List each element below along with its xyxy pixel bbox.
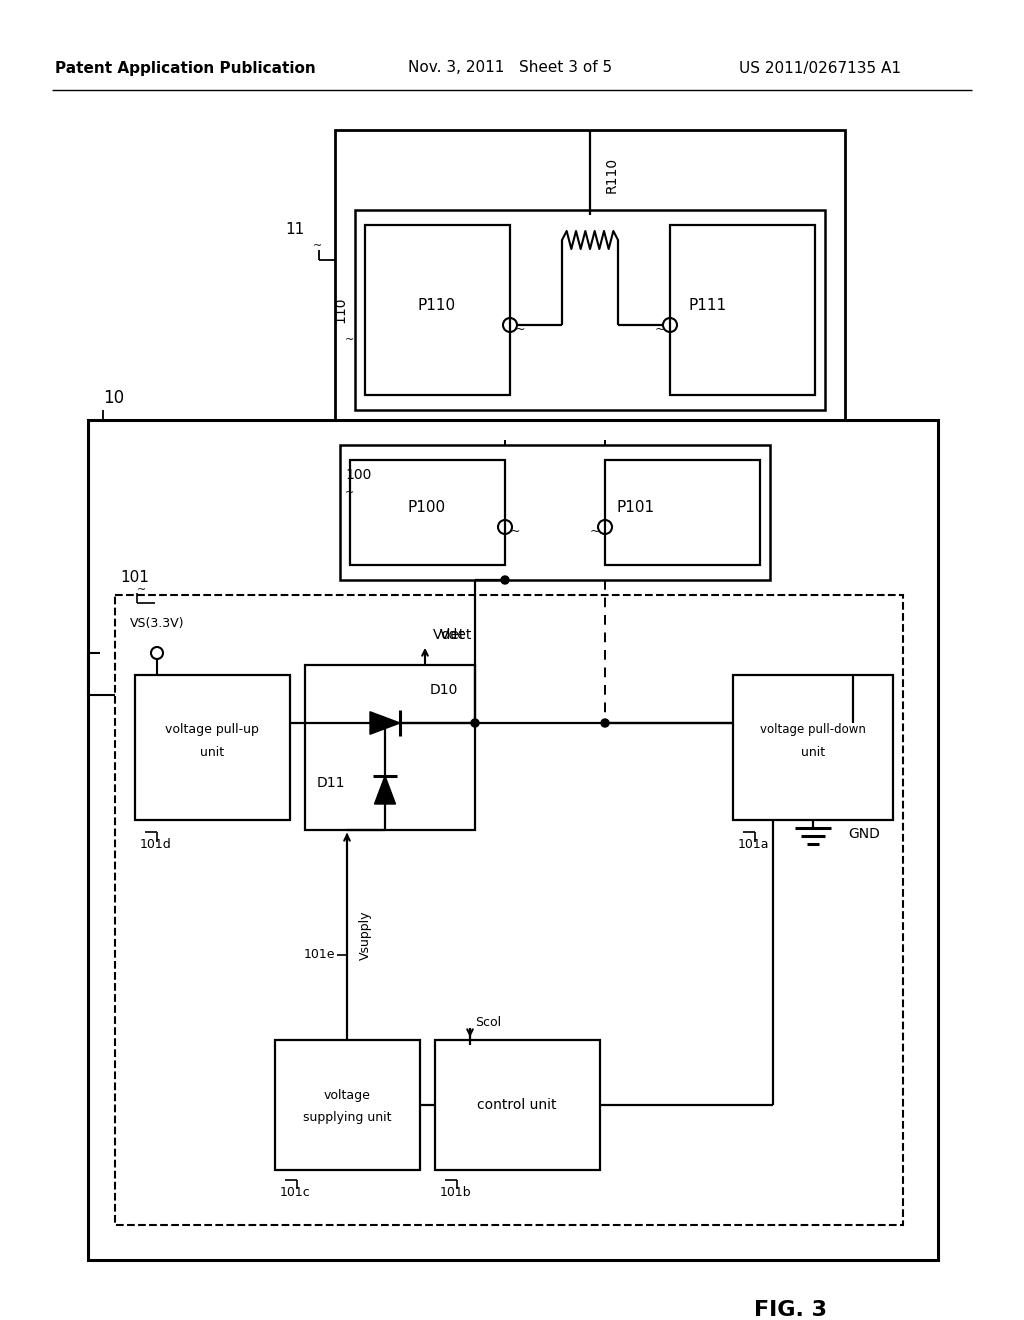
Text: GND: GND	[848, 828, 880, 841]
Text: P100: P100	[408, 499, 446, 515]
Text: ~: ~	[345, 488, 354, 498]
Text: ~: ~	[345, 335, 354, 345]
Text: 101e: 101e	[303, 949, 335, 961]
Text: D10: D10	[430, 682, 459, 697]
Text: 100: 100	[345, 469, 372, 482]
Text: 101a: 101a	[738, 838, 769, 851]
Text: voltage: voltage	[324, 1089, 371, 1101]
Text: unit: unit	[200, 747, 224, 759]
Text: ~: ~	[510, 524, 520, 537]
Bar	[355, 210, 825, 411]
Text: supplying unit: supplying unit	[303, 1111, 391, 1125]
Bar	[670, 224, 815, 395]
Text: unit: unit	[801, 747, 825, 759]
Text: ~: ~	[590, 524, 600, 537]
Bar	[350, 459, 505, 565]
Text: D11: D11	[317, 776, 345, 789]
Bar	[733, 675, 893, 820]
Text: Vdet: Vdet	[432, 628, 465, 642]
Circle shape	[471, 719, 479, 727]
Bar	[305, 665, 475, 830]
Text: ~: ~	[312, 242, 322, 251]
Text: P111: P111	[688, 297, 726, 313]
Text: Patent Application Publication: Patent Application Publication	[54, 61, 315, 75]
Polygon shape	[370, 711, 400, 734]
Text: ~: ~	[515, 322, 525, 335]
Text: Scol: Scol	[475, 1016, 501, 1030]
Text: 11: 11	[286, 223, 305, 238]
Bar	[115, 595, 903, 1225]
Text: control unit: control unit	[477, 1098, 557, 1111]
Bar	[135, 675, 290, 820]
Text: 110: 110	[333, 297, 347, 323]
Text: VS(3.3V): VS(3.3V)	[130, 616, 184, 630]
Text: P101: P101	[617, 499, 655, 515]
Bar	[275, 1040, 420, 1170]
Text: FIG. 3: FIG. 3	[754, 1300, 826, 1320]
Circle shape	[601, 719, 609, 727]
Text: 10: 10	[103, 389, 124, 407]
Text: P110: P110	[418, 297, 456, 313]
Bar	[435, 1040, 600, 1170]
Text: 101: 101	[120, 569, 148, 585]
Text: 101c: 101c	[280, 1185, 310, 1199]
Polygon shape	[375, 776, 395, 804]
Text: voltage pull-up: voltage pull-up	[165, 723, 259, 737]
Text: R110: R110	[605, 157, 618, 193]
Text: Nov. 3, 2011   Sheet 3 of 5: Nov. 3, 2011 Sheet 3 of 5	[408, 61, 612, 75]
Text: ~: ~	[137, 585, 146, 595]
Text: Vsupply: Vsupply	[359, 911, 372, 960]
Text: 101d: 101d	[140, 838, 172, 851]
Text: 101b: 101b	[440, 1185, 472, 1199]
Text: ~: ~	[654, 322, 666, 335]
Text: voltage pull-down: voltage pull-down	[760, 723, 866, 737]
Bar	[605, 459, 760, 565]
Bar	[88, 420, 938, 1261]
Bar	[340, 445, 770, 579]
Circle shape	[381, 719, 389, 727]
Text: US 2011/0267135 A1: US 2011/0267135 A1	[739, 61, 901, 75]
Circle shape	[501, 576, 509, 583]
Text: Vdet: Vdet	[440, 628, 472, 642]
Bar	[365, 224, 510, 395]
Bar	[335, 129, 845, 440]
